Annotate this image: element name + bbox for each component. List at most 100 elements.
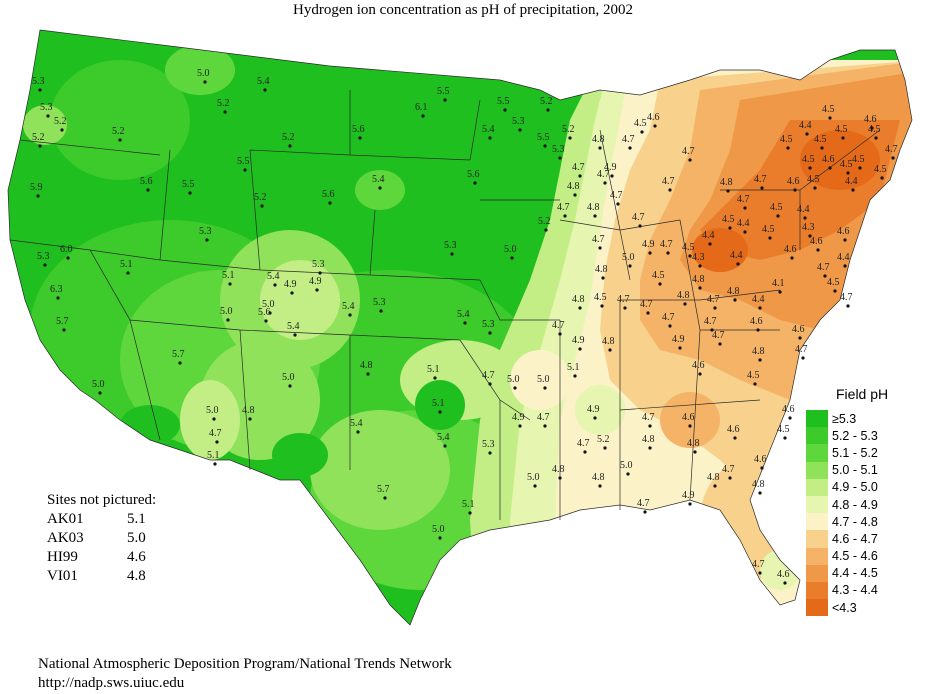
site-dot: [598, 484, 602, 488]
site-dot: [603, 181, 607, 185]
site-dot: [288, 384, 292, 388]
site-dot: [488, 382, 492, 386]
site-ph-label: 5.6: [322, 189, 335, 200]
site-ph-label: 5.5: [497, 96, 510, 107]
legend-item: 5.0 - 5.1: [806, 461, 926, 479]
site-dot: [62, 328, 66, 332]
site-dot: [823, 274, 827, 278]
site-ph-label: 4.9: [672, 334, 685, 345]
site-ph-label: 5.3: [482, 319, 495, 330]
site-ph-label: 5.4: [482, 124, 495, 135]
legend-label: 4.8 - 4.9: [832, 497, 878, 512]
site-ph-label: 5.3: [40, 102, 53, 113]
site-ph-label: 4.6: [777, 569, 790, 580]
site-ph-label: 4.7: [597, 169, 610, 180]
site-ph-label: 4.5: [594, 292, 607, 303]
site-ph-label: 4.8: [707, 472, 720, 483]
site-dot: [228, 282, 232, 286]
np-row: AK01 5.1: [47, 510, 156, 529]
site-ph-label: 4.8: [687, 438, 700, 449]
site-dot: [846, 171, 850, 175]
site-dot: [558, 332, 562, 336]
site-dot: [583, 450, 587, 454]
site-dot: [610, 174, 614, 178]
legend-swatch: [806, 495, 828, 514]
site-ph-label: 4.5: [874, 164, 887, 175]
legend-swatch: [806, 547, 828, 565]
site-ph-label: 4.6: [784, 244, 797, 255]
site-dot: [891, 156, 895, 160]
legend-swatch: [806, 461, 828, 479]
site-dot: [683, 302, 687, 306]
legend: Field pH ≥5.3 5.2 - 5.3 5.1 - 5.2 5.0 - 5.1…: [806, 386, 926, 617]
site-ph-label: 4.5: [770, 202, 783, 213]
site-dot: [880, 176, 884, 180]
legend-label: 5.1 - 5.2: [832, 445, 878, 460]
site-dot: [713, 306, 717, 310]
site-ph-label: 4.9: [309, 276, 322, 287]
site-ph-label: 4.6: [864, 114, 877, 125]
site-dot: [543, 386, 547, 390]
site-ph-label: 5.1: [462, 499, 475, 510]
site-ph-label: 4.8: [595, 264, 608, 275]
site-dot: [543, 144, 547, 148]
site-ph-label: 4.9: [587, 404, 600, 415]
site-ph-label: 4.6: [837, 226, 850, 237]
site-ph-label: 5.0: [432, 524, 445, 535]
site-ph-label: 4.7: [610, 190, 623, 201]
site-ph-label: 5.4: [287, 321, 300, 332]
footer-url[interactable]: http://nadp.sws.uiuc.edu: [38, 675, 185, 691]
np-site-value: 5.1: [127, 511, 146, 527]
legend-title: Field pH: [836, 386, 889, 402]
site-dot: [816, 248, 820, 252]
site-ph-label: 4.7: [840, 292, 853, 303]
site-dot: [728, 476, 732, 480]
legend-swatch: [806, 599, 828, 617]
site-dot: [358, 136, 362, 140]
site-ph-label: 5.0: [220, 306, 233, 317]
site-dot: [801, 356, 805, 360]
site-ph-label: 4.8: [360, 360, 373, 371]
site-ph-label: 4.7: [817, 262, 830, 273]
site-dot: [378, 186, 382, 190]
site-ph-label: 4.4: [837, 252, 850, 263]
site-dot: [348, 313, 352, 317]
site-dot: [710, 328, 714, 332]
site-ph-label: 5.0: [504, 244, 517, 255]
site-dot: [828, 116, 832, 120]
legend-label: ≥5.3: [832, 411, 857, 426]
site-dot: [756, 328, 760, 332]
footer-source: National Atmospheric Deposition Program/…: [38, 656, 452, 672]
site-dot: [243, 168, 247, 172]
site-dot: [563, 214, 567, 218]
site-ph-label: 4.5: [807, 174, 820, 185]
site-ph-label: 4.5: [835, 124, 848, 135]
site-ph-label: 5.0: [527, 472, 540, 483]
site-dot: [708, 242, 712, 246]
site-dot: [543, 424, 547, 428]
site-dot: [503, 108, 507, 112]
site-dot: [443, 98, 447, 102]
site-ph-label: 5.2: [112, 126, 125, 137]
site-dot: [736, 262, 740, 266]
site-ph-label: 5.0: [197, 68, 210, 79]
site-ph-label: 5.4: [372, 174, 385, 185]
site-ph-label: 4.6: [727, 424, 740, 435]
site-ph-label: 4.8: [720, 177, 733, 188]
legend-item: 5.2 - 5.3: [806, 427, 926, 445]
site-dot: [558, 156, 562, 160]
site-ph-label: 4.7: [640, 299, 653, 310]
site-ph-label: 4.7: [707, 294, 720, 305]
site-dot: [846, 304, 850, 308]
site-dot: [693, 450, 697, 454]
site-ph-label: 5.5: [237, 156, 250, 167]
site-ph-label: 5.6: [352, 124, 365, 135]
site-dot: [828, 166, 832, 170]
site-ph-label: 4.7: [754, 174, 767, 185]
site-ph-label: 4.7: [617, 294, 630, 305]
site-dot: [60, 128, 64, 132]
site-dot: [518, 128, 522, 132]
site-ph-label: 5.3: [444, 240, 457, 251]
state-boundaries: [7, 29, 913, 626]
site-ph-label: 4.7: [752, 559, 765, 570]
